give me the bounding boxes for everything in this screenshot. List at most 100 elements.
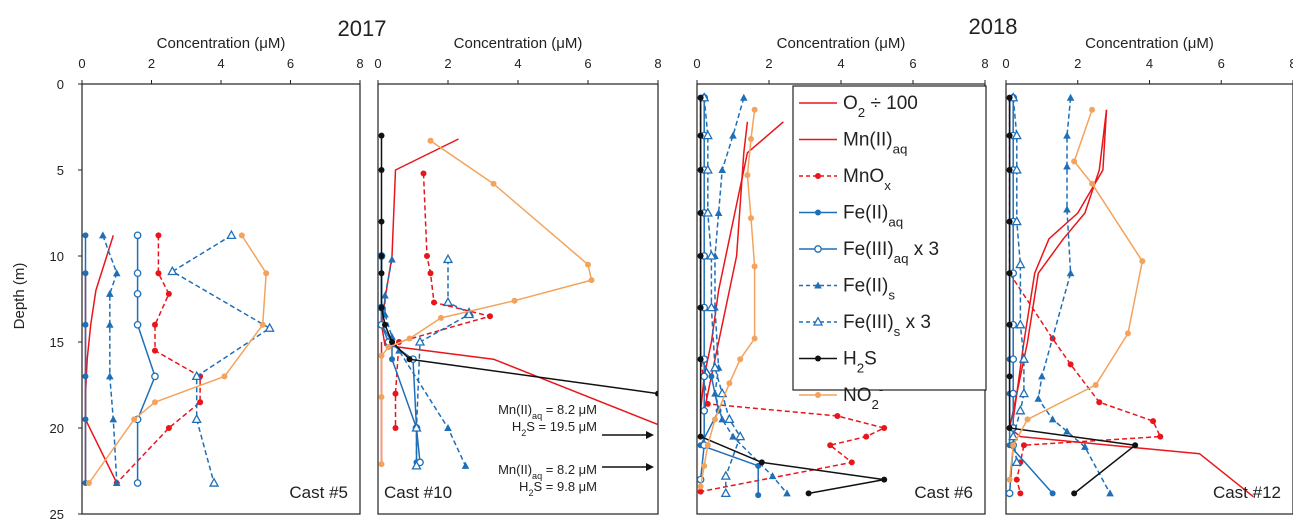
data-point-fe3s [720, 487, 731, 498]
plot-frame [81, 83, 361, 515]
data-point-fe3s [1011, 129, 1022, 140]
series-line-h2s [380, 135, 658, 395]
data-point-fe2s [1066, 93, 1075, 101]
data-point-h2s [697, 356, 704, 363]
cast-label: Cast #5 [289, 483, 348, 502]
data-point-no2 [511, 297, 518, 304]
legend-item-fe3s: Fe(III)s x 3 [799, 312, 931, 339]
series-line-mnox [394, 173, 491, 428]
data-point-no2 [585, 261, 591, 268]
data-point-no2 [490, 180, 497, 187]
data-point-fe3s [411, 422, 422, 432]
data-point-fe2s [1063, 205, 1071, 213]
y-tick-label: 25 [50, 507, 64, 520]
data-point-fe3s [411, 460, 422, 470]
series-no2 [378, 137, 595, 468]
data-point-no2 [701, 462, 708, 469]
data-point-fe2s [1048, 415, 1057, 423]
series-fe3s [699, 92, 746, 498]
data-point-h2s [1006, 218, 1013, 225]
data-point-mnox [1013, 476, 1020, 483]
data-point-no2 [1089, 106, 1096, 113]
x-axis-title: Concentration (μM) [454, 35, 583, 52]
data-point-fe2s [112, 479, 121, 487]
legend-label: Fe(II)aq [843, 203, 903, 230]
data-point-no2 [438, 314, 444, 321]
series-line-fe2s [384, 259, 467, 467]
series-line-o2 [1008, 109, 1254, 498]
legend-item-fe2s: Fe(II)s [799, 276, 895, 302]
legend-label: Fe(III)s x 3 [843, 312, 931, 339]
data-point-fe3s [709, 362, 721, 372]
data-point-fe2s [106, 372, 114, 380]
panel-2: Concentration (μM) 0 2 4 6 8 Cast #10 [374, 35, 662, 515]
data-point-no2 [151, 399, 158, 406]
x-tick-label: 6 [287, 56, 294, 71]
data-point-no2 [737, 356, 744, 363]
series-fe3s [167, 229, 275, 487]
data-point-h2s [758, 459, 765, 466]
x-tick-label: 4 [1146, 56, 1153, 71]
data-point-mnox [197, 399, 204, 406]
data-point-mnox [431, 299, 437, 306]
legend-label: Mn(II)aq [843, 130, 907, 157]
data-point-mnox [487, 313, 493, 320]
series-fe2s [1034, 93, 1114, 497]
data-point-fe2s [112, 269, 121, 277]
data-point-no2 [751, 106, 758, 113]
x-tick-label: 8 [981, 56, 988, 71]
data-point-no2 [378, 394, 385, 401]
x-tick-label: 0 [78, 56, 85, 71]
data-point-h2s [1006, 94, 1013, 101]
x-tick-label: 0 [693, 56, 700, 71]
data-point-fe3aq [133, 269, 142, 278]
annotation-arrowhead [646, 463, 654, 471]
data-point-mnox [1017, 490, 1024, 497]
data-point-h2s [697, 94, 704, 101]
data-point-fe3aq [700, 406, 709, 415]
data-point-no2 [378, 461, 385, 468]
data-point-mnox [151, 321, 158, 328]
data-point-mnox [1096, 399, 1103, 406]
series-mn [1012, 109, 1108, 437]
data-point-h2s [406, 356, 413, 363]
cast-label: Cast #10 [384, 483, 452, 502]
legend: O2 ÷ 100 Mn(II)aq MnOx Fe(II)aq Fe(III)aq x … [792, 85, 987, 412]
legend-label: Fe(III)aq x 3 [843, 239, 939, 266]
x-tick-label: 2 [148, 56, 155, 71]
data-point-fe3aq [133, 320, 142, 329]
data-point-h2s [805, 490, 812, 497]
series-line-o2 [699, 121, 784, 411]
series-fe3s [1008, 92, 1030, 467]
data-point-no2 [259, 321, 266, 328]
data-point-fe2s [1063, 162, 1071, 170]
data-point-h2s [1006, 425, 1013, 431]
panel-1: Concentration (μM) 0 2 4 6 8 0 5 10 15 20 25 Cast #5 [50, 35, 364, 520]
data-point-fe3s [167, 265, 178, 276]
data-point-mnox [834, 412, 841, 419]
cast-label: Cast #6 [914, 483, 973, 502]
legend-marker [815, 209, 821, 216]
data-point-fe3s [1011, 164, 1022, 174]
x-tick-label: 0 [374, 56, 381, 71]
data-point-fe3aq [700, 372, 709, 381]
legend-label: MnOx [843, 166, 891, 193]
series-o2 [84, 235, 115, 483]
legend-marker [815, 173, 821, 179]
legend-marker [815, 355, 821, 362]
data-point-no2 [238, 232, 245, 239]
data-point-h2s [697, 304, 704, 311]
panel-4: Concentration (μM) 0 2 4 6 8 Cast #12 [1002, 35, 1293, 515]
data-point-no2 [1071, 158, 1078, 165]
data-point-h2s [1071, 490, 1078, 497]
data-point-mnox [165, 290, 172, 297]
panel-3: Concentration (μM) 0 2 4 6 8 Cast #6 [693, 35, 989, 515]
data-point-no2 [697, 483, 704, 490]
series-line-o2 [380, 138, 658, 426]
series-line-mn [1012, 109, 1108, 437]
annotation-line: Mn(II)aq = 8.2 μM [498, 402, 597, 421]
data-point-mnox [863, 433, 870, 440]
series-line-fe2s [714, 97, 788, 494]
